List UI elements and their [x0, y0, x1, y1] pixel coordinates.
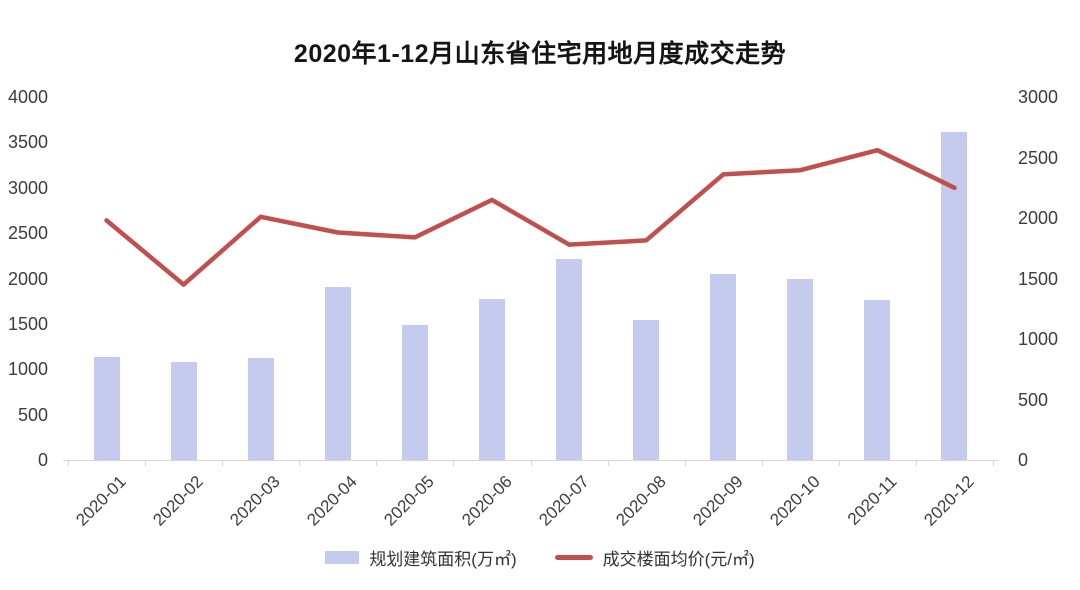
x-axis-tickmark	[684, 461, 686, 466]
right-axis-tick-label: 0	[1018, 450, 1029, 470]
x-axis-label: 2020-10	[766, 472, 824, 530]
right-axis-tick-label: 2500	[1018, 147, 1059, 168]
left-axis-tick-label: 3000	[7, 177, 48, 198]
bar-2020-04	[324, 286, 351, 460]
right-axis-tick-label: 500	[1018, 389, 1049, 410]
bar-2020-03	[247, 358, 274, 460]
x-axis-label: 2020-03	[226, 472, 285, 530]
left-axis-tick-label: 1500	[7, 313, 48, 334]
bar-2020-10	[787, 279, 814, 460]
bar-2020-05	[401, 324, 428, 460]
x-axis-tickmark	[915, 461, 917, 466]
x-axis-tickmark	[376, 461, 378, 466]
left-axis-tick-label: 500	[17, 404, 48, 425]
x-axis-label: 2020-04	[303, 472, 362, 530]
price-line	[104, 147, 957, 287]
x-axis-label: 2020-09	[689, 472, 747, 530]
x-axis-label: 2020-01	[72, 472, 130, 530]
left-axis-tick-label: 2000	[7, 268, 48, 289]
left-axis-tick-label: 0	[37, 450, 48, 470]
x-axis-tickmark	[222, 461, 224, 466]
left-axis-tick-label: 3500	[7, 132, 48, 153]
x-axis-tickmark	[299, 461, 301, 466]
bar-series-legend-label: 规划建筑面积(万㎡)	[369, 550, 517, 569]
x-axis-label: 2020-08	[612, 472, 670, 530]
right-axis-tick-label: 1000	[1018, 329, 1059, 349]
bar-2020-09	[710, 273, 737, 460]
x-axis-label: 2020-05	[380, 472, 439, 530]
x-axis-label: 2020-07	[534, 472, 593, 530]
left-axis-tick-label: 2500	[7, 223, 48, 244]
bar-2020-01	[93, 357, 120, 460]
x-axis-label: 2020-11	[844, 472, 901, 529]
x-axis-label: 2020-12	[920, 472, 978, 530]
bar-2020-06	[478, 299, 505, 460]
line-series-legend-label: 成交楼面均价(元/㎡)	[602, 550, 755, 569]
x-axis-tickmark	[530, 461, 532, 466]
x-axis-label: 2020-06	[457, 472, 516, 530]
legend-item-line-series: 成交楼面均价(元/㎡)	[554, 545, 755, 570]
bar-2020-07	[556, 258, 583, 460]
right-axis-tick-label: 3000	[1018, 87, 1059, 107]
x-axis-line	[63, 460, 998, 461]
left-axis-tick-label: 4000	[7, 87, 48, 107]
x-axis-tickmark	[145, 461, 147, 466]
x-axis-label: 2020-02	[149, 472, 208, 530]
x-axis-tickmark	[607, 461, 609, 466]
x-axis-tickmark	[761, 461, 763, 466]
bar-2020-02	[170, 361, 197, 460]
right-axis-tick-label: 1500	[1018, 268, 1059, 289]
bar-2020-08	[633, 320, 660, 460]
x-axis-tickmark	[838, 461, 840, 466]
line-series-swatch-icon	[554, 555, 593, 560]
bar-series-swatch-icon	[325, 551, 360, 564]
left-axis-tick-label: 1000	[7, 359, 48, 380]
x-axis-tickmark	[68, 461, 69, 466]
right-axis-tick-label: 2000	[1018, 208, 1059, 228]
legend: 规划建筑面积(万㎡) 成交楼面均价(元/㎡)	[0, 545, 1080, 570]
bar-2020-11	[864, 300, 891, 460]
bar-2020-12	[941, 132, 968, 460]
chart-title: 2020年1-12月山东省住宅用地月度成交走势	[293, 40, 787, 68]
x-axis-tickmark	[453, 461, 455, 466]
legend-item-bar-series: 规划建筑面积(万㎡)	[325, 545, 517, 570]
x-axis-tickmark	[993, 461, 994, 466]
